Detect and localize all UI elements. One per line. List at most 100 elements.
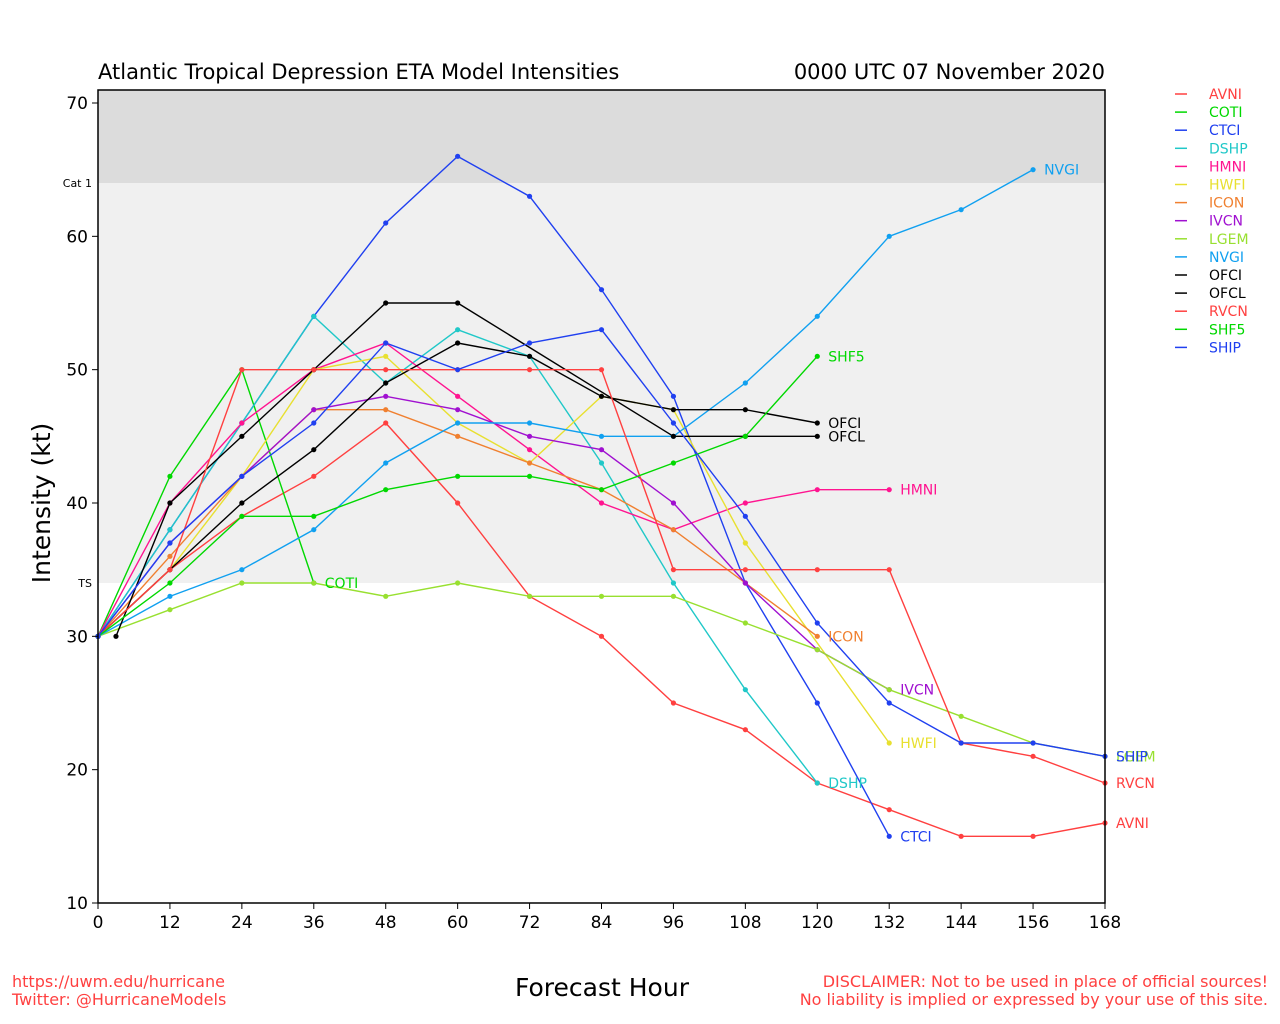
data-point-rvcn: [383, 367, 389, 373]
data-point-lgem: [670, 593, 677, 599]
data-point-lgem: [958, 713, 964, 719]
y-axis-ticks: 10 20 30 40 50 60 70: [66, 94, 98, 914]
series-end-label-ofcl: OFCL: [828, 429, 865, 445]
data-point-icon: [814, 633, 820, 639]
data-point-ofcl: [239, 433, 245, 439]
data-point-ofci: [311, 447, 317, 453]
data-point-ship: [886, 700, 892, 706]
legend-label-ctci: CTCI: [1209, 123, 1240, 139]
data-point-ctci: [526, 193, 533, 199]
data-point-icon: [383, 407, 389, 413]
data-point-ivcn: [526, 433, 533, 439]
data-point-lgem: [814, 647, 820, 653]
intensity-bands: [98, 90, 1105, 583]
series-end-label-ivcn: IVCN: [900, 683, 934, 699]
legend-label-shf5: SHF5: [1209, 322, 1245, 338]
y-tick-label: 10: [66, 894, 88, 914]
y-tick-label: 60: [66, 227, 88, 247]
series-end-label-shf5: SHF5: [828, 349, 864, 365]
legend-label-ofcl: OFCL: [1209, 286, 1246, 302]
data-point-dshp: [742, 687, 748, 693]
series-end-label-ship: SHIP: [1116, 749, 1148, 765]
legend-label-icon: ICON: [1209, 196, 1244, 212]
threshold-label: Cat 1: [63, 177, 92, 190]
x-tick-label: 0: [93, 913, 104, 933]
y-tick-label: 30: [66, 627, 88, 647]
data-point-hmni: [886, 487, 892, 493]
data-point-ofcl: [455, 300, 461, 306]
data-point-ivcn: [670, 500, 677, 506]
data-point-shf5: [814, 353, 820, 359]
data-point-ofci: [742, 407, 748, 413]
data-point-dshp: [814, 780, 820, 786]
data-point-rvcn: [239, 367, 245, 373]
x-tick-label: 96: [663, 913, 685, 933]
legend-label-lgem: LGEM: [1209, 232, 1249, 248]
data-point-ofci: [239, 500, 245, 506]
data-point-dshp: [670, 580, 677, 586]
series-line-nvgi: [97, 169, 1034, 637]
data-point-ofci: [455, 340, 461, 346]
website-link[interactable]: https://uwm.edu/hurricane: [12, 972, 225, 991]
data-point-rvcn: [167, 567, 173, 573]
chart-subtitle: 0000 UTC 07 November 2020: [794, 60, 1105, 84]
data-point-ship: [455, 367, 461, 373]
data-point-ofcl: [383, 300, 389, 306]
data-point-shf5: [167, 580, 173, 586]
data-point-avni: [958, 833, 964, 839]
data-point-nvgi: [311, 527, 317, 533]
data-point-ofcl: [113, 633, 119, 639]
legend-label-ivcn: IVCN: [1209, 214, 1243, 230]
data-point-lgem: [886, 687, 892, 693]
data-point-nvgi: [383, 460, 389, 466]
data-point-nvgi: [598, 433, 605, 439]
twitter-handle[interactable]: Twitter: @HurricaneModels: [12, 990, 227, 1009]
data-point-dshp: [455, 327, 461, 333]
data-point-hwfi: [742, 540, 748, 546]
data-point-ctci: [670, 393, 677, 399]
data-point-ship: [670, 420, 677, 426]
data-point-nvgi: [526, 420, 533, 426]
data-point-rvcn: [311, 367, 317, 373]
data-point-shf5: [670, 460, 677, 466]
data-point-ofcl: [814, 433, 820, 439]
data-point-avni: [886, 807, 892, 813]
cat1-band: [98, 90, 1105, 183]
data-point-hmni: [526, 447, 533, 453]
data-point-rvcn: [742, 567, 748, 573]
data-point-avni: [455, 500, 461, 506]
data-point-hmni: [742, 500, 748, 506]
x-tick-label: 144: [945, 913, 977, 933]
series-end-label-avni: AVNI: [1116, 816, 1149, 832]
data-point-shf5: [455, 473, 461, 479]
data-point-avni: [1030, 833, 1036, 839]
data-point-ship: [742, 513, 748, 519]
data-point-rvcn: [670, 567, 677, 573]
x-tick-label: 168: [1089, 913, 1121, 933]
series-end-label-coti: COTI: [325, 576, 358, 592]
data-point-lgem: [167, 607, 173, 613]
data-point-rvcn: [598, 367, 605, 373]
threshold-labels: TS Cat 1: [63, 177, 92, 590]
data-point-ivcn: [742, 580, 748, 586]
x-axis-ticks: 0 12 24 36 48 60 72 84 96 108 120 132 144 156 168: [93, 903, 1121, 933]
data-point-shf5: [742, 433, 748, 439]
data-point-lgem: [526, 593, 533, 599]
legend-label-hmni: HMNI: [1209, 159, 1246, 175]
disclaimer: DISCLAIMER: Not to be used in place of o…: [800, 973, 1268, 1009]
data-point-dshp: [311, 313, 317, 319]
x-tick-label: 108: [729, 913, 761, 933]
y-tick-label: 50: [66, 361, 88, 381]
y-tick-label: 40: [66, 494, 88, 514]
data-point-rvcn: [526, 367, 533, 373]
chart-title: Atlantic Tropical Depression ETA Model I…: [98, 60, 619, 84]
x-tick-label: 36: [303, 913, 325, 933]
data-point-avni: [598, 633, 605, 639]
data-point-ivcn: [455, 407, 461, 413]
data-point-hmni: [598, 500, 605, 506]
data-point-ship: [958, 740, 964, 746]
legend-label-avni: AVNI: [1209, 87, 1242, 103]
data-point-ofci: [383, 380, 389, 386]
x-tick-label: 24: [231, 913, 253, 933]
